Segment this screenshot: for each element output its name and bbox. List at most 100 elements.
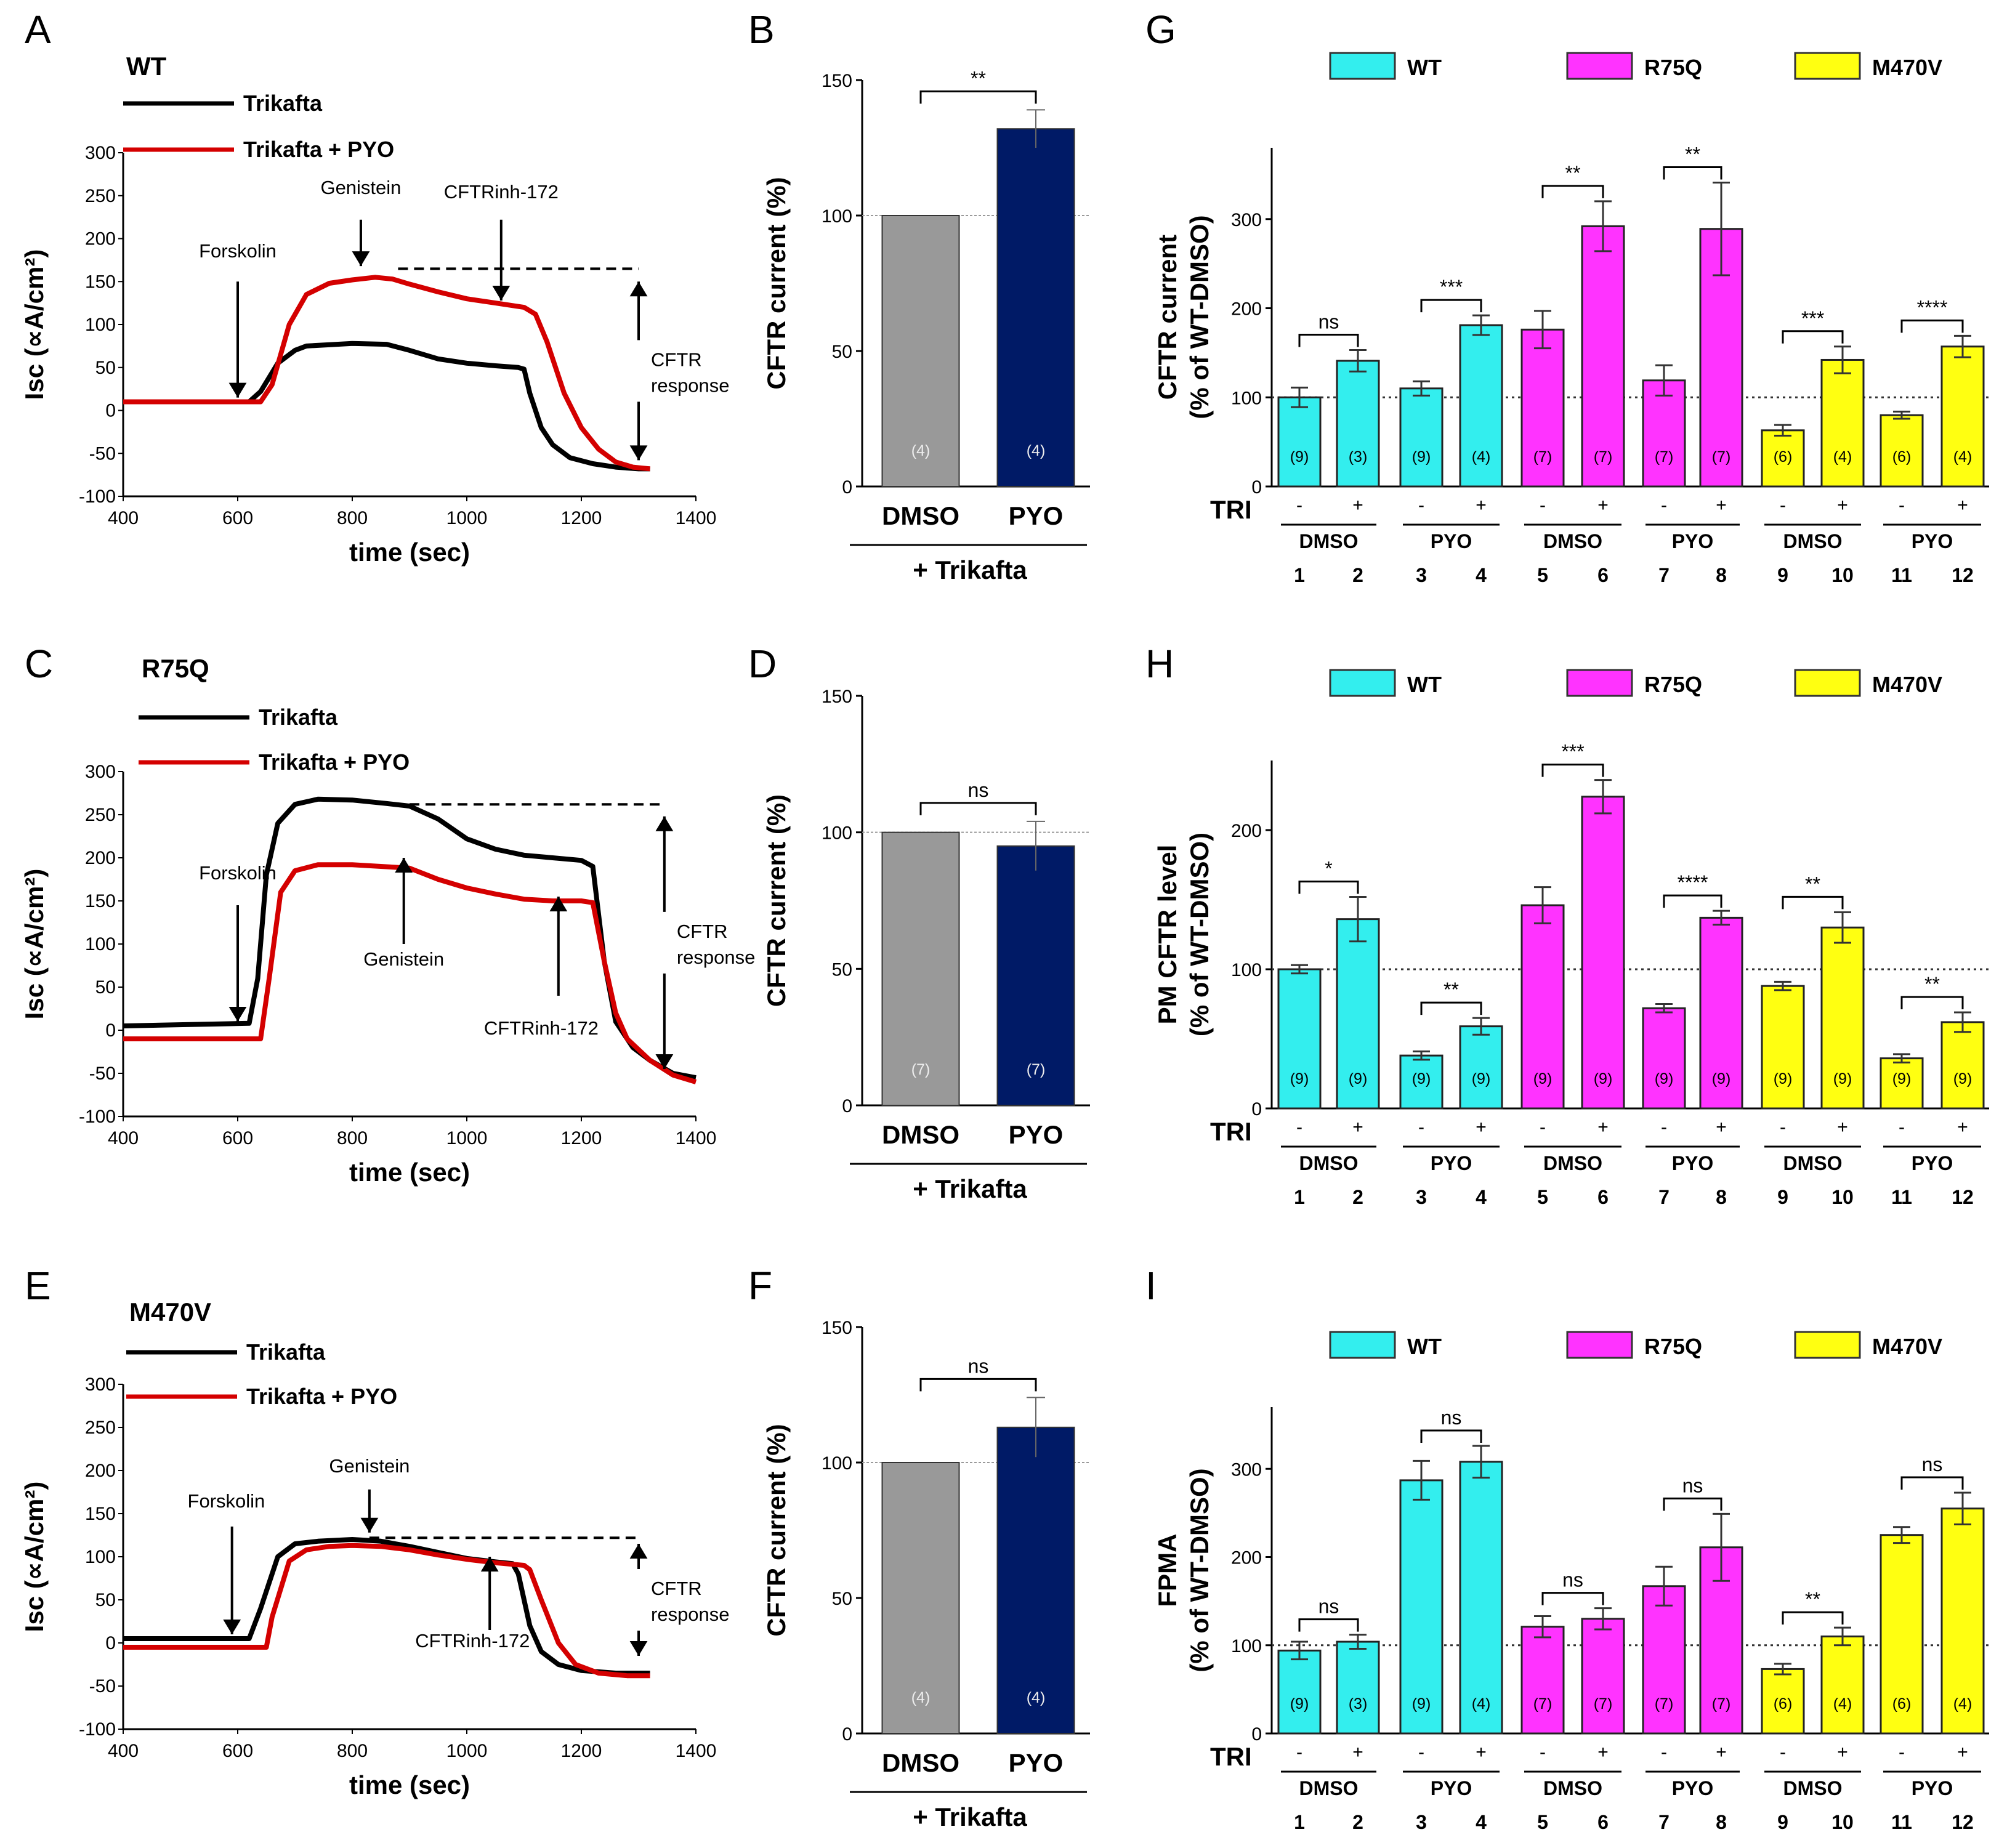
tri-sign: - xyxy=(1540,1742,1546,1762)
y-tick-label: 300 xyxy=(85,1374,116,1395)
significance-bracket xyxy=(1663,166,1722,180)
tri-sign: + xyxy=(1476,495,1487,515)
group-label: DMSO xyxy=(1299,530,1359,552)
sample-size-label: (7) xyxy=(1594,448,1613,466)
sample-size-label: (9) xyxy=(1712,1070,1731,1087)
condition-number: 1 xyxy=(1294,1186,1305,1208)
arrow-head xyxy=(228,382,247,398)
sample-size-label: (9) xyxy=(1290,1695,1309,1713)
significance-bracket xyxy=(1782,330,1844,344)
panel-label: A xyxy=(25,7,51,52)
sample-size-label: (7) xyxy=(911,1061,931,1078)
bar xyxy=(1940,345,1985,488)
bar xyxy=(1581,1618,1625,1735)
y-tick-label: 250 xyxy=(85,1418,116,1438)
significance-bracket xyxy=(1420,299,1482,313)
sample-size-label: (9) xyxy=(1472,1070,1491,1087)
category-label: DMSO xyxy=(882,501,959,530)
x-tick-label: 1400 xyxy=(676,1741,717,1761)
bar xyxy=(996,128,1075,487)
condition-number: 6 xyxy=(1597,1811,1609,1833)
category-label: PYO xyxy=(1009,501,1064,530)
tri-sign: - xyxy=(1780,1742,1786,1762)
group-label: DMSO xyxy=(1543,1152,1602,1174)
significance-bracket xyxy=(1541,764,1604,777)
sample-size-label: (4) xyxy=(911,442,931,459)
bar xyxy=(1520,904,1565,1110)
sample-size-label: (9) xyxy=(1349,1070,1368,1087)
y-tick-label: -100 xyxy=(79,1719,116,1740)
grouped-panel-h: H WT R75Q M470V 0 100 200 PM CFTR level (% of WT… xyxy=(1145,642,1989,1208)
y-tick-label: -100 xyxy=(79,486,116,507)
legend-swatch xyxy=(1566,52,1633,80)
y-tick-label: 0 xyxy=(1251,1724,1262,1745)
sample-size-label: (9) xyxy=(1833,1070,1852,1087)
bar xyxy=(1399,1479,1444,1735)
sample-size-label: (4) xyxy=(1027,1689,1046,1706)
bar xyxy=(1880,1057,1924,1110)
group-label: PYO xyxy=(1431,1777,1472,1799)
x-tick-label: 1000 xyxy=(446,508,488,528)
sample-size-label: (9) xyxy=(1412,448,1431,466)
bar xyxy=(1277,396,1322,488)
legend-label: WT xyxy=(1407,1334,1442,1359)
condition-number: 1 xyxy=(1294,1811,1305,1833)
y-tick-label: 200 xyxy=(1231,821,1262,841)
y-tick-label: 0 xyxy=(105,401,116,421)
panel-title: R75Q xyxy=(142,654,209,683)
significance-bracket xyxy=(919,1378,1037,1392)
y-tick-label: 100 xyxy=(85,934,116,954)
significance-label: ** xyxy=(1685,143,1700,165)
y-tick-label: 200 xyxy=(85,1461,116,1481)
response-label: response xyxy=(677,946,756,968)
annotation-label: CFTRinh-172 xyxy=(484,1017,599,1039)
y-tick-label: 200 xyxy=(1231,1548,1262,1568)
arrow-head xyxy=(228,1007,247,1022)
y-tick-label: 0 xyxy=(842,1724,852,1745)
annotation-label: CFTRinh-172 xyxy=(415,1630,530,1652)
legend-swatch xyxy=(1329,669,1396,697)
tri-sign: + xyxy=(1716,495,1727,515)
tri-sign: + xyxy=(1837,1117,1848,1137)
annotation-label: Forskolin xyxy=(199,240,277,262)
condition-number: 3 xyxy=(1416,1811,1427,1833)
x-tick-label: 1400 xyxy=(676,1128,717,1148)
bar xyxy=(1940,1021,1985,1110)
condition-number: 5 xyxy=(1537,1811,1548,1833)
sample-size-label: (4) xyxy=(1833,448,1852,466)
bar xyxy=(1820,1635,1865,1735)
response-label: CFTR xyxy=(677,921,728,942)
significance-label: *** xyxy=(1801,307,1824,329)
group-label: PYO xyxy=(1672,1777,1714,1799)
bar xyxy=(1336,1640,1380,1735)
y-tick-label: -50 xyxy=(89,443,116,464)
arrow-head xyxy=(492,285,511,301)
significance-label: ** xyxy=(1924,973,1940,995)
bar xyxy=(1399,387,1444,488)
y-tick-label: 50 xyxy=(832,959,852,980)
bar xyxy=(1459,1025,1503,1110)
bar xyxy=(1399,1054,1444,1110)
group-label: DMSO xyxy=(1543,530,1602,552)
x-tick-label: 800 xyxy=(337,1128,368,1148)
tri-sign: - xyxy=(1899,1117,1905,1137)
bar xyxy=(1459,1461,1503,1735)
category-label: DMSO xyxy=(882,1120,959,1149)
sample-size-label: (9) xyxy=(1412,1070,1431,1087)
condition-number: 6 xyxy=(1597,1186,1609,1208)
y-tick-label: 0 xyxy=(842,1096,852,1116)
condition-number: 5 xyxy=(1537,1186,1548,1208)
y-tick-label: 200 xyxy=(85,229,116,249)
trace-line xyxy=(123,341,650,472)
condition-number: 9 xyxy=(1777,564,1788,586)
x-tick-label: 1200 xyxy=(561,1128,602,1148)
panel-label: C xyxy=(25,642,53,686)
significance-label: **** xyxy=(1917,296,1948,318)
y-tick-label: 0 xyxy=(105,1633,116,1653)
legend-label: M470V xyxy=(1872,672,1942,697)
trace-panel-c: C R75Q Trikafta Trikafta + PYO 300 250 200 150 1… xyxy=(20,642,755,1187)
tri-sign: + xyxy=(1957,1742,1968,1762)
significance-bracket xyxy=(1298,880,1359,894)
y-tick-label: 0 xyxy=(1251,477,1262,498)
